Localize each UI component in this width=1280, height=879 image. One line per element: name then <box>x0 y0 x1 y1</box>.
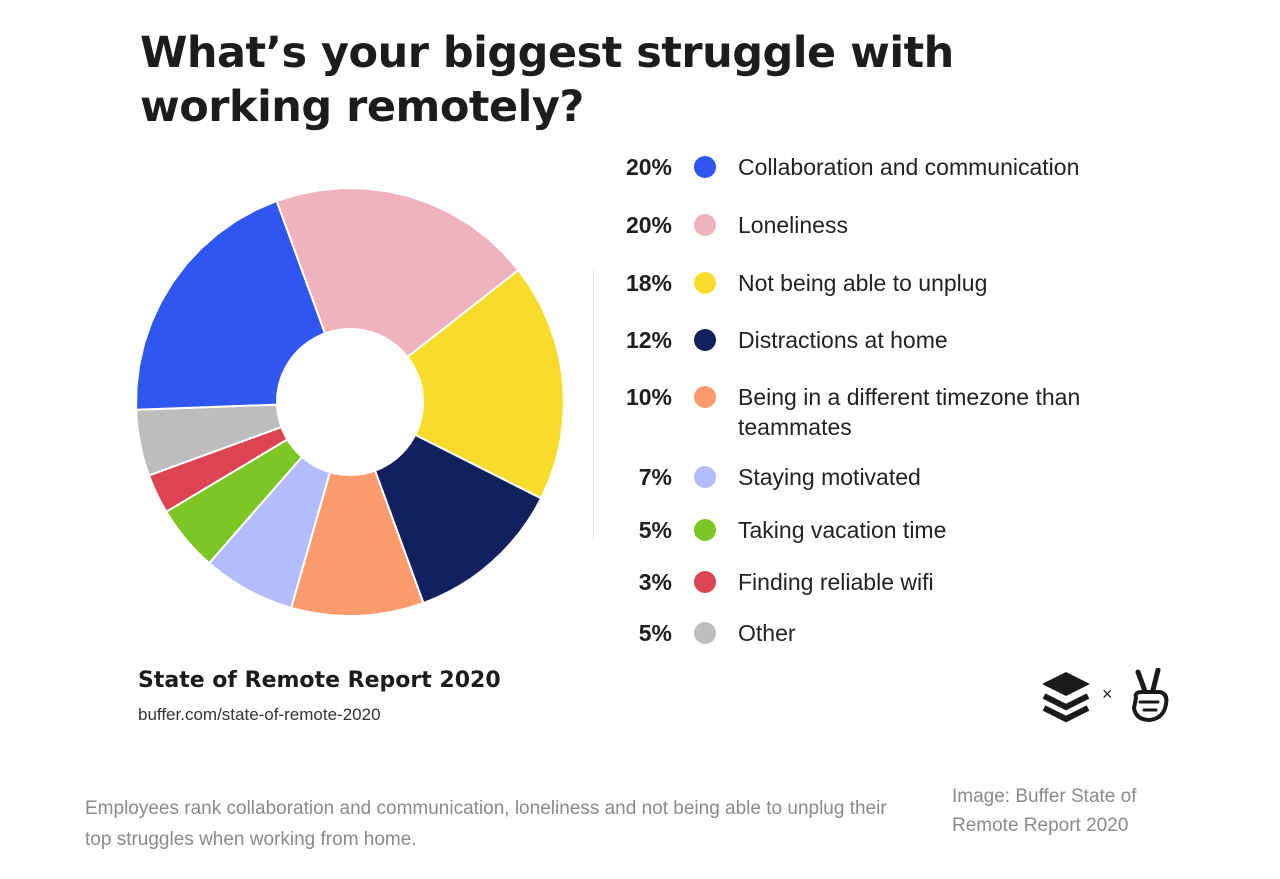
report-url: buffer.com/state-of-remote-2020 <box>138 705 381 724</box>
legend-item: 5% Other <box>600 618 1138 648</box>
legend-label: Staying motivated <box>738 464 921 490</box>
pie-slice-not-being-able-to-unplug <box>348 268 566 500</box>
legend-color-dot <box>694 214 716 236</box>
legend-label: Collaboration and communication <box>738 154 1080 180</box>
legend-color-dot <box>694 272 716 294</box>
legend-color-dot <box>694 156 716 178</box>
legend-label: Loneliness <box>738 212 848 238</box>
legend-percentage: 5% <box>638 517 672 543</box>
legend-color-dot <box>694 386 716 408</box>
legend-label: Finding reliable wifi <box>738 569 934 595</box>
legend-percentage: 5% <box>638 620 672 646</box>
legend-label: Taking vacation time <box>738 517 947 543</box>
legend-percentage: 20% <box>625 212 672 238</box>
legend-item: 5% Taking vacation time <box>600 515 1138 545</box>
legend-percentage: 3% <box>638 569 672 595</box>
legend-percentage: 7% <box>638 464 672 490</box>
legend-label: Distractions at home <box>738 327 948 353</box>
pie-slice-being-in-a-different-timezone-than-teammates <box>289 398 425 618</box>
legend-label: Other <box>738 620 796 646</box>
legend-percentage: 18% <box>625 270 672 296</box>
peace-hand-icon <box>1131 668 1169 723</box>
report-title: State of Remote Report 2020 <box>138 668 501 693</box>
partner-logos: × <box>1040 668 1180 728</box>
chart-title: What’s your biggest struggle with workin… <box>140 28 954 132</box>
legend-percentage: 12% <box>625 327 672 353</box>
legend-item: 18% Not being able to unplug <box>600 268 1138 298</box>
divider-line <box>593 270 594 540</box>
donut-chart <box>135 187 566 618</box>
legend-percentage: 20% <box>625 154 672 180</box>
buffer-logo-icon <box>1042 672 1090 723</box>
legend-percentage: 10% <box>625 384 672 410</box>
legend-item: 3% Finding reliable wifi <box>600 567 1138 597</box>
legend-color-dot <box>694 571 716 593</box>
legend-color-dot <box>694 519 716 541</box>
legend-item: 7% Staying motivated <box>600 462 1138 492</box>
legend-color-dot <box>694 622 716 644</box>
times-symbol: × <box>1102 684 1113 704</box>
legend-color-dot <box>694 329 716 351</box>
legend-label: Not being able to unplug <box>738 270 988 296</box>
image-credit: Image: Buffer State of Remote Report 202… <box>952 786 1137 836</box>
donut-hole <box>276 328 424 476</box>
legend-color-dot <box>694 466 716 488</box>
legend-item: 10% Being in a different timezone than te… <box>600 382 1128 442</box>
legend-item: 20% Collaboration and communication <box>600 152 1138 182</box>
legend-item: 20% Loneliness <box>600 210 1138 240</box>
image-caption: Employees rank collaboration and communi… <box>85 798 887 850</box>
legend-label: Being in a different timezone than teamm… <box>738 384 1081 440</box>
legend-item: 12% Distractions at home <box>600 325 1138 355</box>
